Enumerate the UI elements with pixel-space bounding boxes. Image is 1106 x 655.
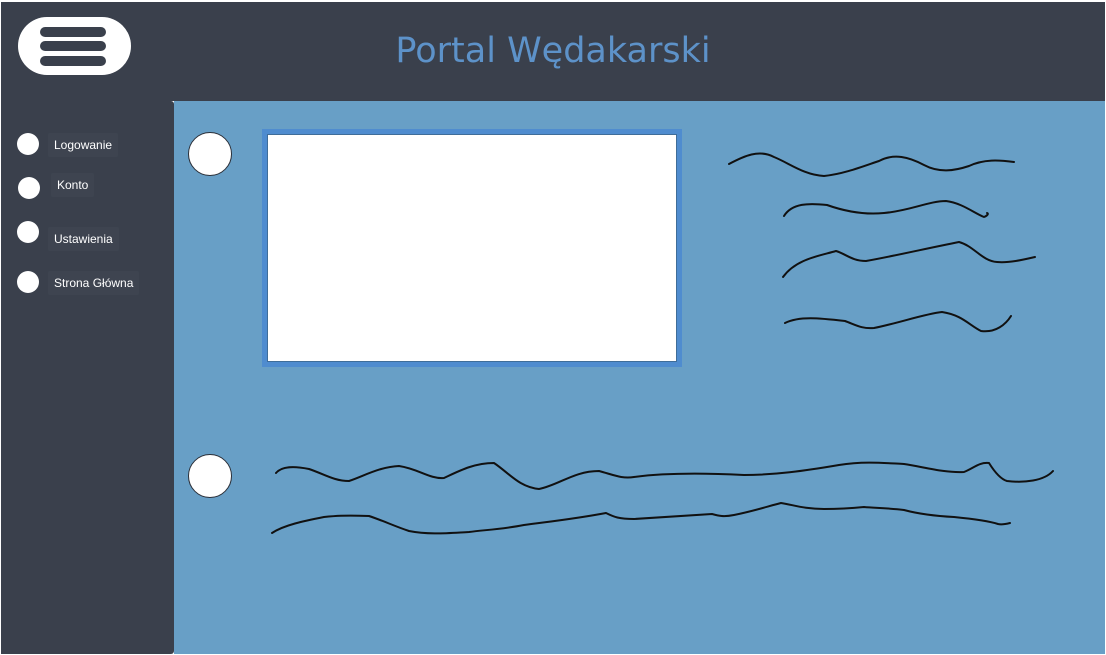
text-line <box>782 241 1036 278</box>
radio-icon <box>18 177 40 199</box>
placeholder-text-lines <box>271 152 1054 535</box>
app-header: Portal Wędakarski <box>1 2 1105 101</box>
text-line <box>275 461 1054 490</box>
main-content <box>174 101 1105 654</box>
text-line <box>728 152 1015 177</box>
post-avatar <box>188 132 232 176</box>
post-image <box>262 129 682 367</box>
radio-icon <box>17 221 39 243</box>
image-placeholder <box>267 134 677 362</box>
sidebar-item-label: Konto <box>51 173 95 197</box>
radio-icon <box>17 271 39 293</box>
text-line <box>271 502 1011 535</box>
comment-avatar <box>188 454 232 498</box>
sidebar-item-label: Logowanie <box>48 133 119 157</box>
app-title: Portal Wędakarski <box>395 31 711 71</box>
sidebar-item-label: Strona Główna <box>48 271 140 295</box>
text-line <box>783 200 989 218</box>
sidebar-item-label: Ustawienia <box>48 227 119 251</box>
sidebar: Logowanie Konto Ustawienia Strona Główna <box>1 101 174 654</box>
text-line <box>784 311 1012 333</box>
radio-icon <box>17 133 39 155</box>
hamburger-menu-button[interactable] <box>18 17 131 75</box>
